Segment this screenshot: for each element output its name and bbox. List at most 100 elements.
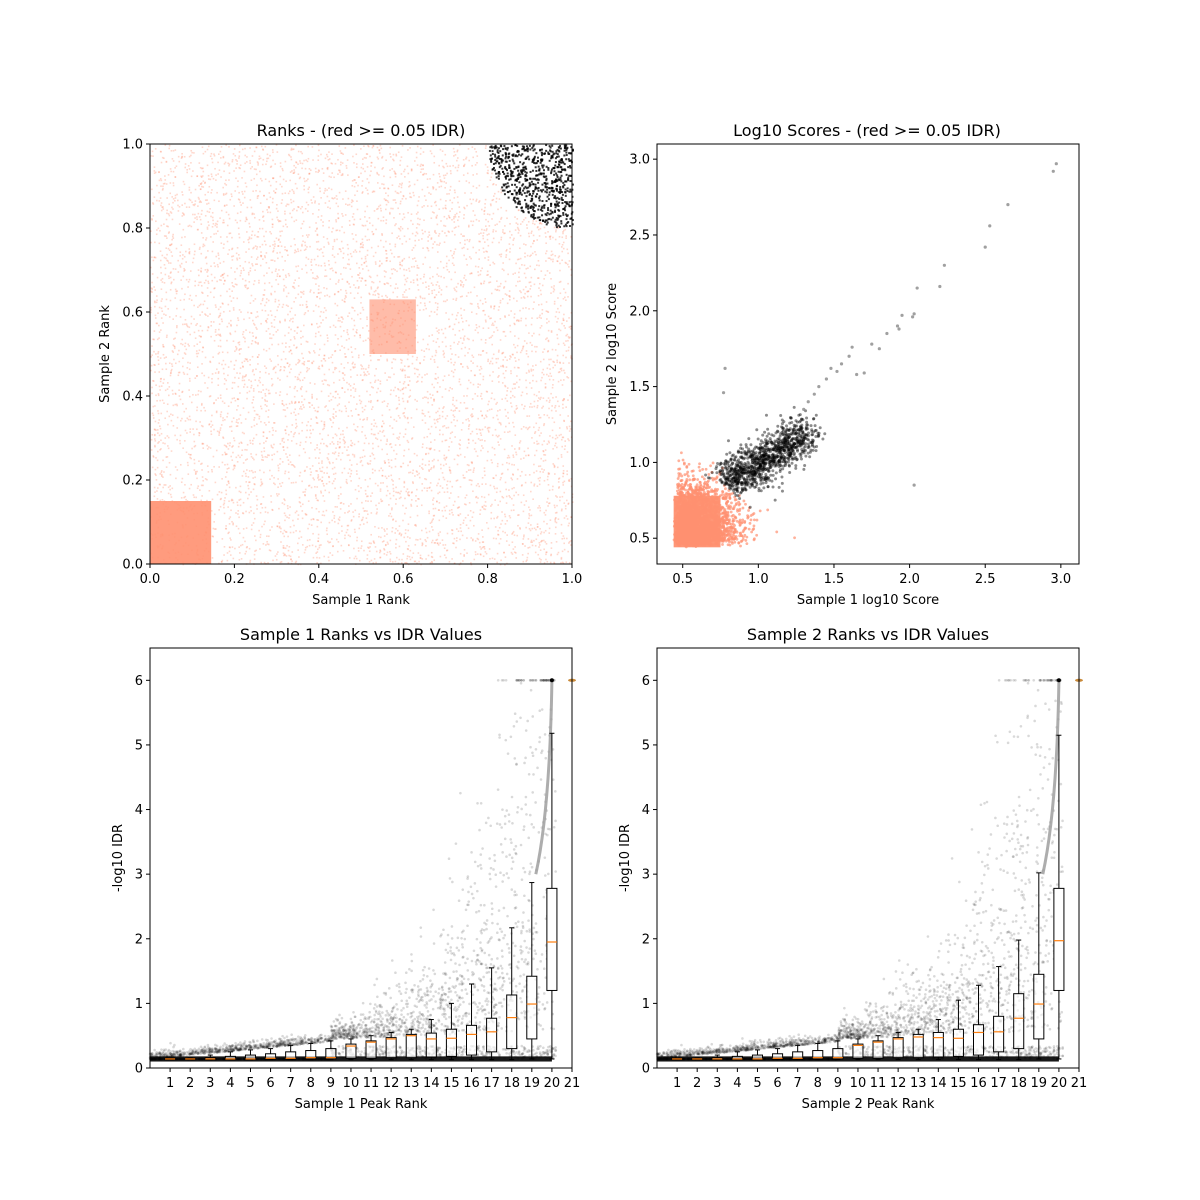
rank-point-rejected	[448, 469, 451, 471]
rank-point-rejected	[404, 416, 407, 419]
rank-point-rejected	[365, 500, 367, 502]
rank-point-rejected	[164, 417, 167, 420]
rank-point-rejected	[164, 273, 167, 276]
rank-point-rejected	[358, 477, 361, 480]
rank-point-rejected	[220, 560, 223, 563]
rank-point-rejected	[386, 379, 388, 381]
rank-point-rejected	[461, 281, 463, 284]
rank-point-rejected	[265, 437, 268, 439]
rank-point-rejected	[357, 440, 360, 443]
rank-point-rejected	[567, 296, 569, 298]
rank-point-rejected	[508, 243, 511, 245]
rank-point-rejected	[310, 471, 312, 474]
rank-point-rejected	[329, 268, 332, 270]
rank-point-rejected	[235, 456, 238, 459]
rank-point-rejected	[279, 241, 282, 243]
rank-point-rejected	[159, 499, 162, 502]
rank-point-rejected	[466, 365, 469, 368]
rank-point-rejected	[554, 315, 557, 318]
rank-point-rejected	[320, 291, 322, 294]
rank-point-rejected	[320, 491, 323, 494]
rank-point-rejected	[242, 333, 244, 336]
rank-point-rejected	[534, 551, 537, 554]
rank-point-rejected	[183, 214, 185, 216]
rank-point-rejected	[397, 235, 400, 238]
rank-point-rejected	[456, 537, 458, 539]
rank-point-rejected	[569, 394, 571, 397]
rank-point-rejected	[534, 251, 536, 253]
rank-point-rejected	[262, 384, 264, 386]
rank-point-rejected	[458, 410, 461, 412]
rank-point-rejected	[381, 500, 384, 502]
rank-point-rejected	[376, 171, 378, 174]
rank-point-rejected	[428, 415, 431, 418]
rank-point-rejected	[194, 203, 196, 205]
rank-point-rejected	[222, 359, 225, 362]
rank-point-rejected	[164, 144, 167, 146]
rank-point-rejected	[231, 236, 233, 239]
rank-point-rejected	[273, 422, 276, 424]
rank-point-rejected	[238, 516, 240, 519]
rank-point-rejected	[548, 416, 550, 419]
rank-point-rejected	[553, 464, 556, 467]
rank-point-rejected	[225, 192, 228, 195]
rank-point-rejected	[164, 437, 167, 439]
rank-point-rejected	[285, 453, 287, 455]
rank-point-rejected	[286, 407, 289, 409]
rank-point-rejected	[183, 183, 186, 186]
rank-point-rejected	[384, 461, 387, 464]
rank-point-rejected	[214, 329, 217, 331]
rank-point-rejected	[530, 490, 532, 493]
rank-point-rejected	[395, 453, 398, 455]
rank-point-rejected	[385, 494, 388, 497]
rank-point-rejected	[495, 184, 497, 186]
rank-point-rejected	[199, 281, 202, 284]
rank-point-rejected	[392, 483, 394, 486]
rank-point-rejected	[449, 345, 452, 347]
rank-point-rejected	[462, 560, 464, 562]
rank-point-rejected	[554, 349, 557, 351]
rank-point-rejected	[274, 365, 277, 368]
rank-point-rejected	[375, 425, 378, 428]
rank-point-rejected	[507, 468, 509, 471]
rank-point-rejected	[361, 406, 364, 409]
rank-point-rejected	[508, 489, 510, 491]
rank-point-rejected	[213, 402, 215, 405]
rank-point-rejected	[323, 358, 326, 360]
rank-point-rejected	[386, 528, 388, 530]
rank-point-rejected	[419, 153, 422, 155]
rank-point-rejected	[169, 372, 172, 375]
rank-point-rejected	[324, 295, 326, 297]
rank-point-rejected	[474, 551, 477, 553]
rank-point-rejected	[465, 407, 467, 410]
rank-point-rejected	[558, 281, 561, 284]
rank-point-rejected	[256, 246, 259, 248]
rank-point-rejected	[333, 517, 335, 519]
rank-point-rejected	[366, 205, 369, 208]
rank-point-rejected	[389, 153, 391, 155]
rank-point-rejected	[382, 167, 384, 169]
rank-point-rejected	[222, 503, 225, 506]
rank-point-rejected	[568, 326, 571, 328]
rank-point-rejected	[518, 448, 521, 450]
rank-point-rejected	[159, 197, 162, 199]
rank-point-rejected	[222, 260, 225, 263]
rank-point-rejected	[443, 276, 445, 279]
rank-point-rejected	[471, 430, 474, 433]
rank-point-rejected	[539, 532, 542, 535]
rank-point-rejected	[524, 292, 526, 295]
rank-point-rejected	[356, 332, 358, 334]
rank-point-rejected	[410, 281, 412, 283]
rank-point-rejected	[309, 442, 312, 444]
rank-point-rejected	[233, 381, 236, 384]
rank-point-rejected	[313, 478, 315, 481]
rank-point-rejected	[493, 398, 496, 401]
rank-point-rejected	[283, 512, 286, 515]
rank-point-rejected	[308, 544, 311, 547]
rank-point-rejected	[316, 444, 318, 446]
rank-point-rejected	[450, 441, 453, 443]
rank-point-rejected	[199, 218, 202, 221]
rank-point-rejected	[441, 396, 444, 398]
rank-point-rejected	[293, 524, 295, 527]
rank-point-rejected	[412, 552, 415, 554]
